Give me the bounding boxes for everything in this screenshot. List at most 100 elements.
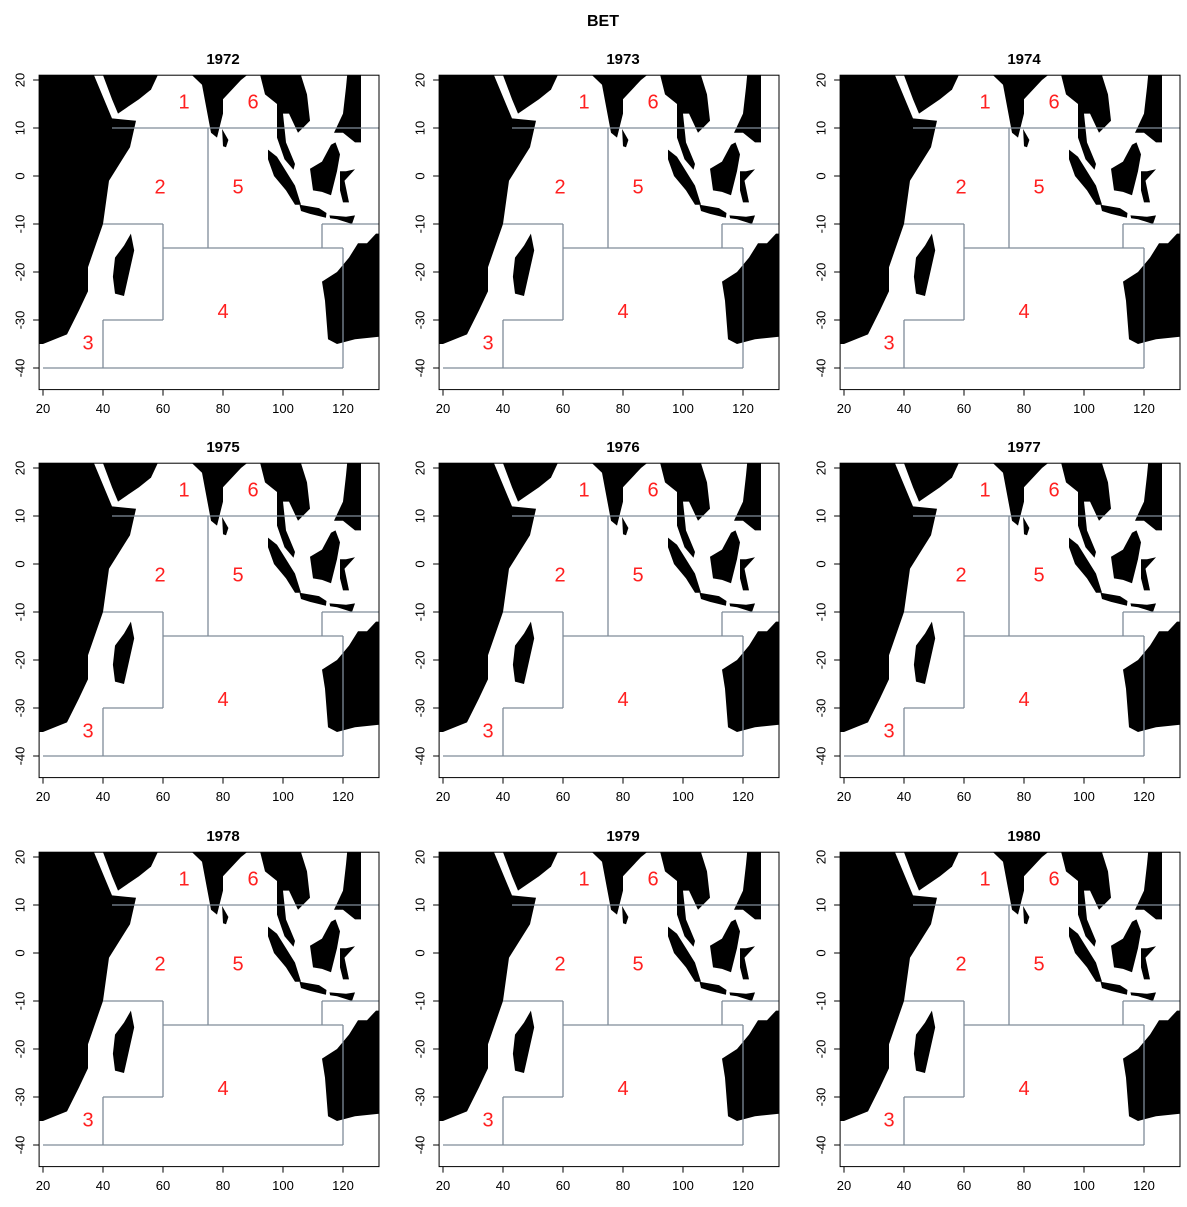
y-tick-label: 0	[13, 172, 28, 179]
region-label: 6	[247, 868, 258, 890]
y-tick-label: 0	[814, 560, 829, 567]
land	[1130, 215, 1156, 224]
map-area: 1 2 3 4 5 6	[39, 75, 379, 369]
y-tick-label: -20	[814, 263, 829, 282]
land	[340, 169, 355, 203]
land	[992, 75, 1049, 138]
y-tick-label: 0	[413, 172, 428, 179]
land	[840, 75, 937, 344]
region-label: 4	[217, 689, 228, 711]
x-tick-label: 120	[732, 789, 754, 804]
y-tick-label: 20	[13, 850, 28, 864]
plot-frame	[839, 74, 1181, 391]
y-tick-label: -40	[413, 359, 428, 378]
land	[103, 852, 158, 891]
land	[729, 603, 755, 612]
y-tick-label: 10	[413, 509, 428, 523]
region-label: 5	[1033, 953, 1044, 975]
region-label: 3	[82, 720, 93, 742]
x-tick-label: 80	[616, 789, 630, 804]
region-label: 4	[1018, 301, 1029, 323]
land	[1111, 919, 1141, 973]
land	[268, 149, 301, 205]
x-tick-label: 100	[1073, 1178, 1095, 1193]
land	[1123, 621, 1180, 732]
x-tick-label: 100	[672, 401, 694, 416]
x-tick-label: 60	[556, 1178, 570, 1193]
land	[1069, 149, 1102, 205]
land	[503, 852, 558, 891]
land	[191, 75, 248, 138]
region-label: 4	[1018, 689, 1029, 711]
land	[192, 852, 247, 915]
region-label: 1	[979, 479, 990, 501]
x-tick-label: 40	[496, 401, 510, 416]
land	[222, 128, 229, 148]
land	[591, 75, 648, 138]
panel-title: 1973	[606, 51, 639, 68]
y-tick-label: -10	[413, 992, 428, 1011]
region-label: 2	[554, 953, 565, 975]
x-tick-label: 100	[272, 1178, 294, 1193]
y-tick-label: 20	[814, 461, 829, 475]
region-label: 2	[955, 953, 966, 975]
region-label: 3	[82, 1109, 93, 1131]
y-tick-label: -30	[814, 1088, 829, 1107]
region-label: 5	[1033, 176, 1044, 198]
land	[512, 1010, 535, 1073]
y-tick-label: -10	[814, 992, 829, 1011]
land	[310, 530, 340, 584]
land	[1123, 1010, 1180, 1121]
y-tick-label: 20	[413, 850, 428, 864]
y-tick-label: 0	[413, 949, 428, 956]
region-label: 4	[617, 301, 628, 323]
region-label: 1	[178, 91, 189, 113]
x-tick-label: 60	[556, 789, 570, 804]
y-tick-label: 20	[413, 73, 428, 87]
region-label: 3	[883, 720, 894, 742]
region-label: 5	[232, 176, 243, 198]
land	[699, 981, 727, 995]
y-tick-label: -20	[814, 651, 829, 670]
land	[112, 233, 135, 296]
land	[299, 204, 327, 218]
x-tick-label: 60	[156, 789, 170, 804]
region-label: 5	[232, 564, 243, 586]
region-label: 1	[578, 868, 589, 890]
panel-title: 1979	[606, 828, 639, 845]
land	[913, 621, 936, 684]
x-tick-label: 120	[332, 401, 354, 416]
land	[1061, 852, 1111, 947]
land	[329, 603, 355, 612]
land	[740, 169, 755, 203]
land	[310, 142, 340, 196]
land	[722, 1010, 779, 1121]
land	[904, 75, 959, 114]
region-label: 1	[578, 91, 589, 113]
panel-title: 1980	[1007, 828, 1040, 845]
y-tick-label: -20	[413, 1040, 428, 1059]
x-tick-label: 20	[36, 789, 50, 804]
region-label: 5	[232, 953, 243, 975]
x-tick-label: 80	[216, 401, 230, 416]
land	[260, 463, 310, 558]
land	[222, 905, 229, 925]
x-tick-label: 60	[156, 401, 170, 416]
land	[1023, 905, 1030, 925]
land	[592, 852, 647, 915]
land	[1135, 463, 1162, 531]
land	[913, 233, 936, 296]
x-tick-label: 120	[1133, 401, 1155, 416]
y-tick-label: 20	[814, 73, 829, 87]
land	[439, 463, 536, 732]
x-tick-label: 20	[837, 401, 851, 416]
y-tick-label: -40	[413, 1136, 428, 1155]
region-label: 5	[632, 564, 643, 586]
y-tick-label: -10	[413, 215, 428, 234]
x-tick-label: 120	[732, 1178, 754, 1193]
land	[268, 537, 301, 593]
land	[592, 463, 647, 526]
plot-frame	[839, 462, 1181, 779]
